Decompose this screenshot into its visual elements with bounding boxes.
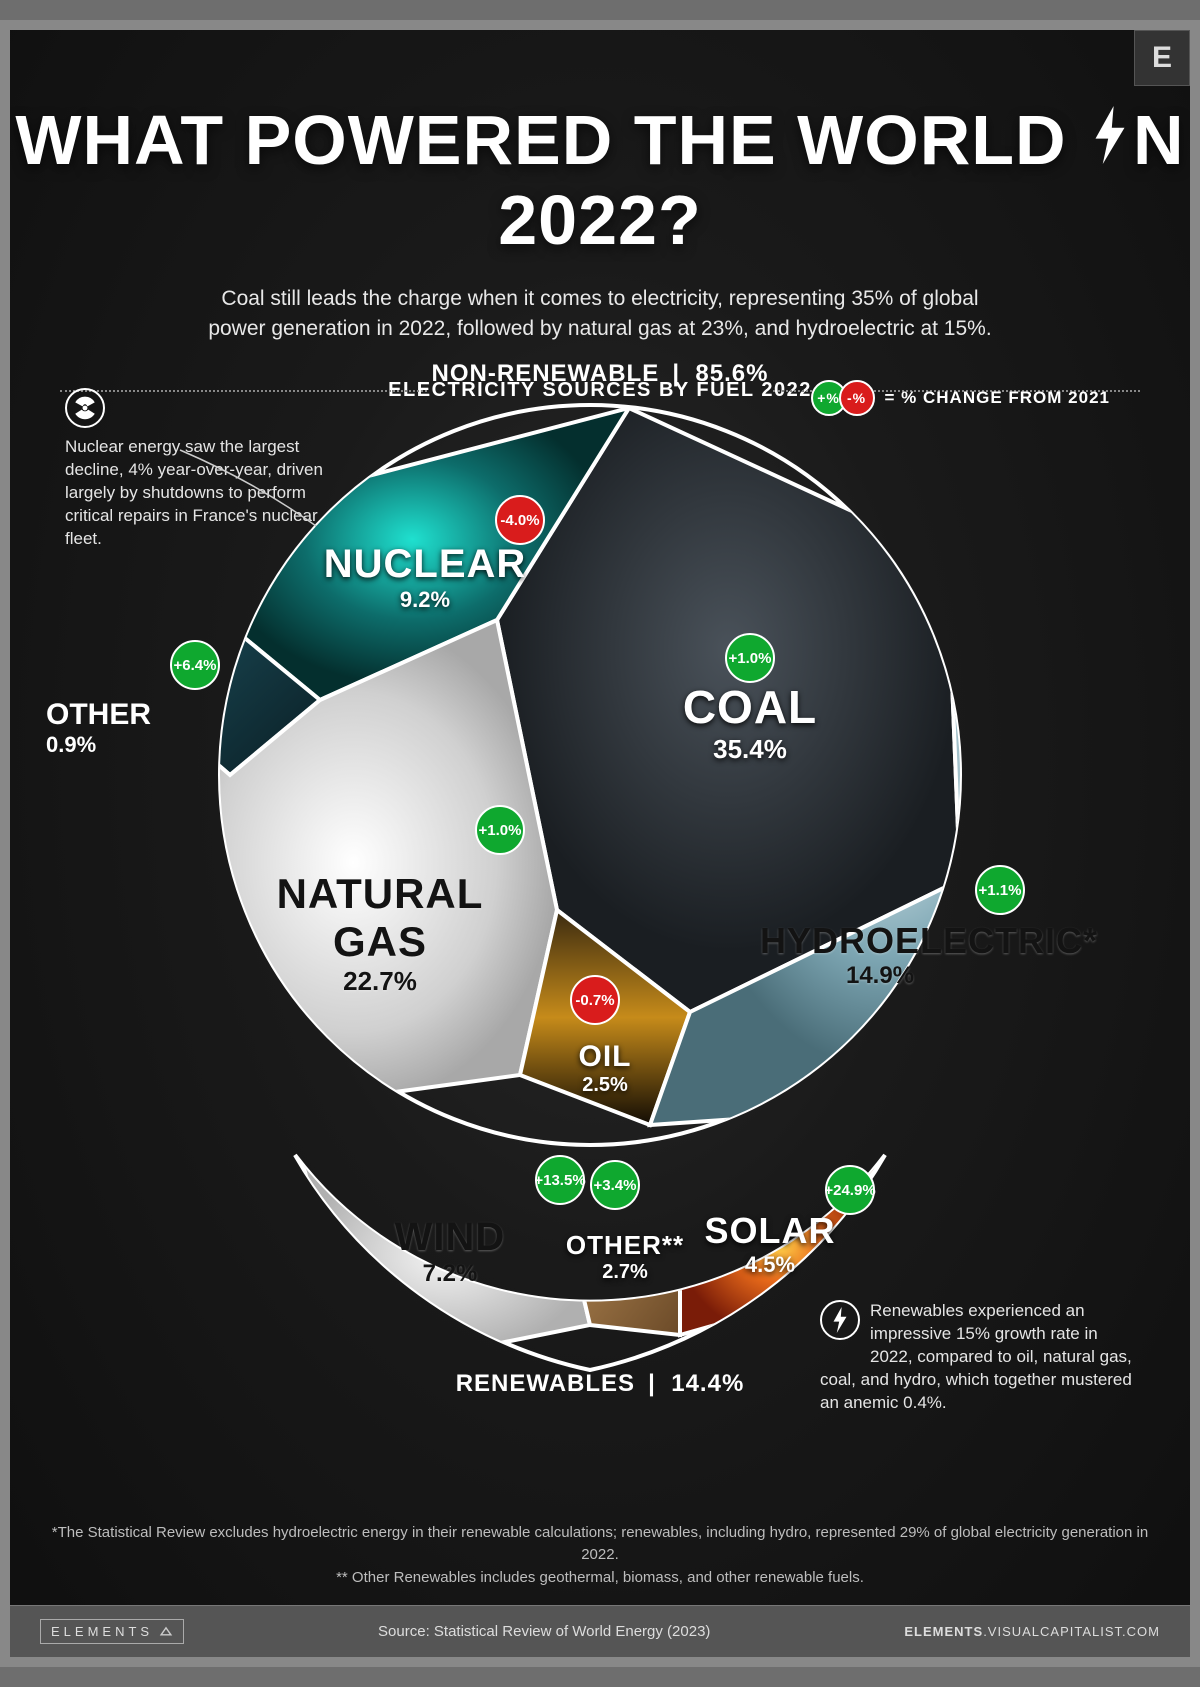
slice-label-natgas: NATURAL GAS22.7% xyxy=(260,870,500,997)
slice-pct-oil: 2.5% xyxy=(485,1074,725,1097)
footer-logo-icon xyxy=(159,1625,173,1639)
footnote-2: ** Other Renewables includes geothermal,… xyxy=(50,1567,1150,1590)
slice-name-coal: COAL xyxy=(630,680,870,734)
infographic-page: E WHAT POWERED THE WORLD N 2022? Coal st… xyxy=(0,20,1200,1667)
brand-badge: E xyxy=(1134,30,1190,86)
footer: ELEMENTS Source: Statistical Review of W… xyxy=(10,1605,1190,1657)
slice-label-coal: COAL35.4% xyxy=(630,680,870,765)
category-nr-pct: 85.6% xyxy=(695,360,768,387)
footnote-1: *The Statistical Review excludes hydroel… xyxy=(50,1522,1150,1567)
bolt-icon xyxy=(1087,100,1133,180)
change-badge-wind: +13.5% xyxy=(535,1155,585,1205)
slice-pct-nuclear: 9.2% xyxy=(305,587,545,613)
change-badge-oil: -0.7% xyxy=(570,975,620,1025)
footer-source: Source: Statistical Review of World Ener… xyxy=(378,1623,710,1640)
chart-area: NON-RENEWABLE | 85.6% +% -% = % CHANGE F… xyxy=(10,360,1190,1490)
footnotes: *The Statistical Review excludes hydroel… xyxy=(10,1522,1190,1590)
slice-label-solar: SOLAR4.5% xyxy=(650,1210,890,1278)
slice-name-solar: SOLAR xyxy=(650,1210,890,1252)
subtitle: Coal still leads the charge when it come… xyxy=(190,284,1010,345)
slice-label-nuclear: NUCLEAR9.2% xyxy=(305,542,545,613)
slice-name-hydro: HYDROELECTRIC* xyxy=(760,920,1000,962)
title-pre: WHAT POWERED THE WORLD xyxy=(15,101,1087,179)
slice-pct-natgas: 22.7% xyxy=(260,966,500,997)
change-badge-hydro: +1.1% xyxy=(975,865,1025,915)
change-badge-other_nr: +6.4% xyxy=(170,640,220,690)
slice-label-hydro: HYDROELECTRIC*14.9% xyxy=(760,920,1000,990)
slice-pct-hydro: 14.9% xyxy=(760,962,1000,990)
slice-name-natgas: NATURAL GAS xyxy=(260,870,500,966)
category-nr-name: NON-RENEWABLE xyxy=(432,360,660,387)
change-badge-nuclear: -4.0% xyxy=(495,495,545,545)
main-title: WHAT POWERED THE WORLD N 2022? xyxy=(10,100,1190,260)
footer-logo: ELEMENTS xyxy=(40,1619,184,1644)
category-non-renewable: NON-RENEWABLE | 85.6% xyxy=(432,360,769,388)
footer-site: ELEMENTS.VISUALCAPITALIST.COM xyxy=(904,1624,1160,1639)
slice-pct-coal: 35.4% xyxy=(630,734,870,765)
slice-name-oil: OIL xyxy=(485,1040,725,1074)
change-badge-natgas: +1.0% xyxy=(475,805,525,855)
radiation-icon xyxy=(65,388,105,428)
slice-overlay: +1.0%COAL35.4%-4.0%NUCLEAR9.2%+6.4%+1.0%… xyxy=(120,390,1080,1400)
change-badge-other_r: +3.4% xyxy=(590,1160,640,1210)
change-badge-solar: +24.9% xyxy=(825,1165,875,1215)
change-badge-coal: +1.0% xyxy=(725,633,775,683)
slice-label-oil: OIL2.5% xyxy=(485,1040,725,1097)
slice-name-nuclear: NUCLEAR xyxy=(305,542,545,587)
slice-pct-solar: 4.5% xyxy=(650,1252,890,1278)
brand-letter: E xyxy=(1152,41,1172,75)
